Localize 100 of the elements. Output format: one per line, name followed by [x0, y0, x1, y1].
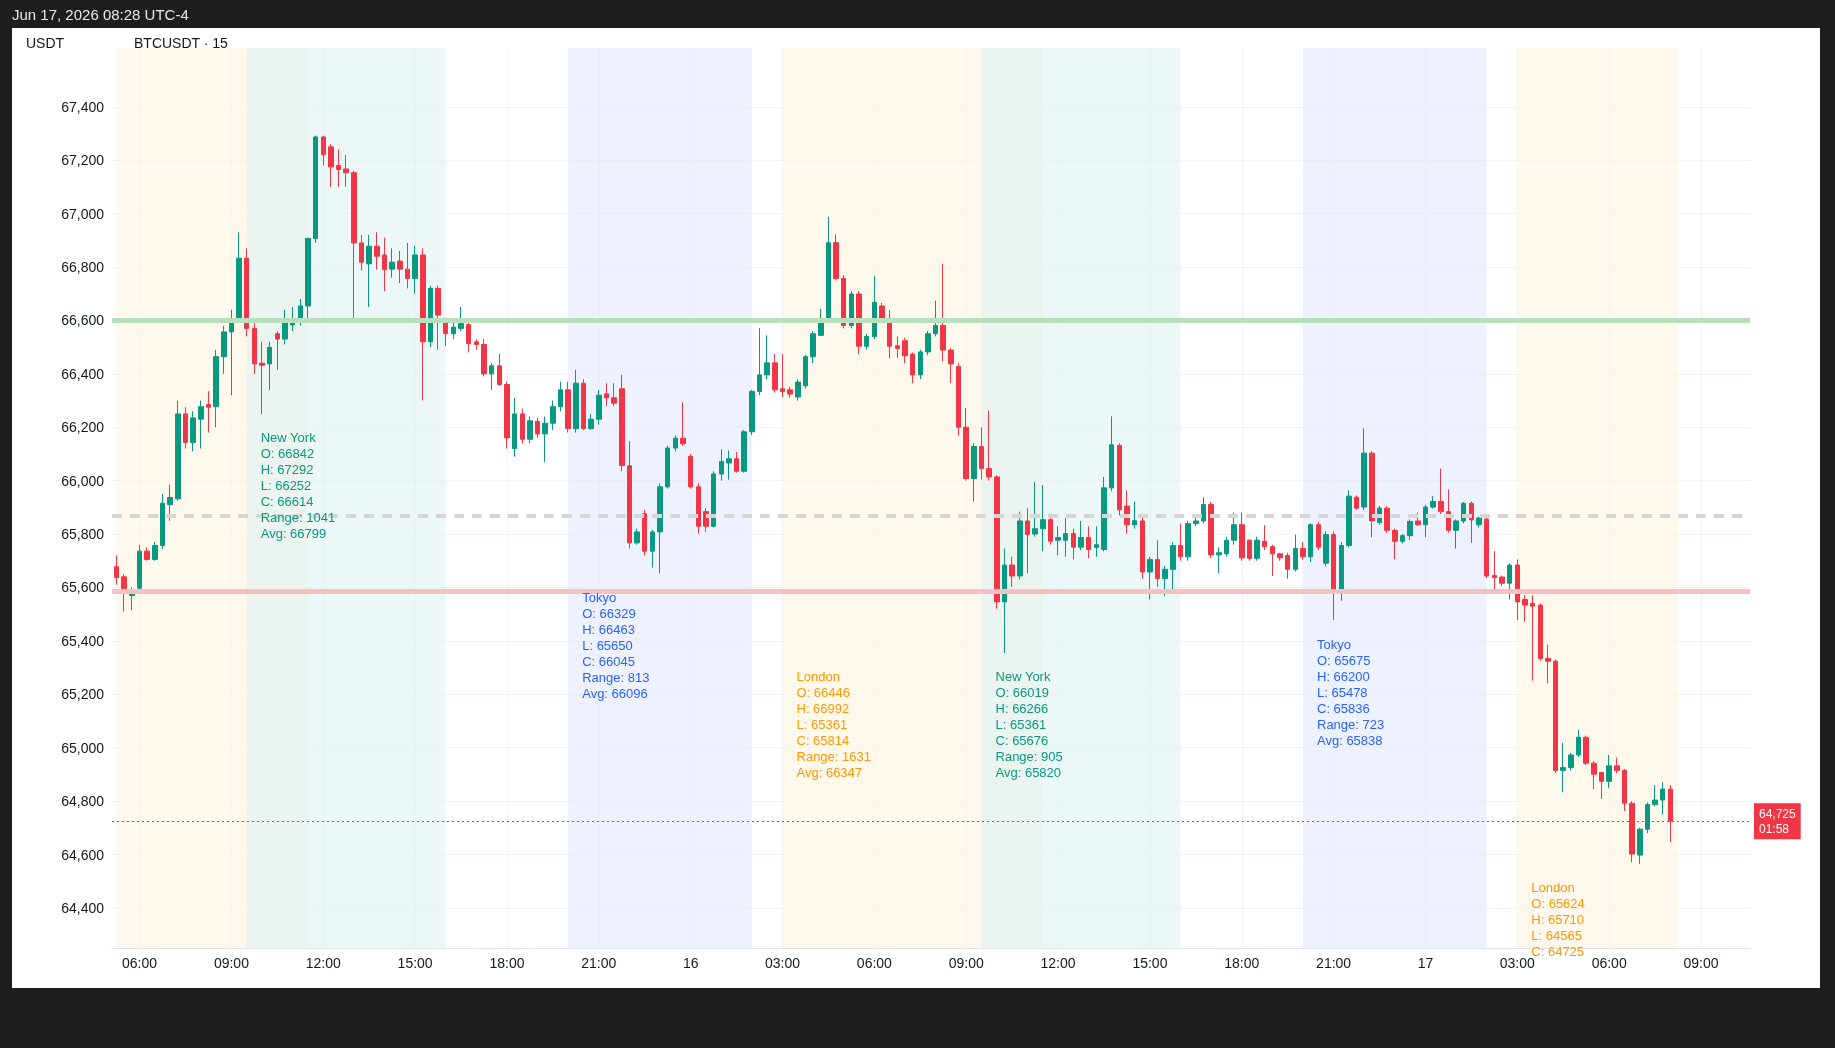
candlestick [213, 349, 219, 428]
candlestick [719, 448, 724, 482]
candlestick [1660, 781, 1665, 815]
candlestick [420, 247, 426, 402]
candlestick [856, 290, 862, 355]
candlestick [1369, 450, 1375, 538]
candlestick [282, 309, 288, 345]
candlestick [1507, 562, 1512, 600]
candlestick [405, 242, 410, 289]
candlestick [474, 338, 479, 351]
candlestick [1208, 501, 1214, 559]
x-tick-label: 03:00 [1499, 955, 1536, 971]
x-tick-label: 15:00 [1132, 955, 1168, 971]
candlestick [634, 528, 640, 546]
candlestick [1392, 528, 1398, 560]
candlestick [1568, 752, 1574, 771]
candlestick [1216, 546, 1222, 574]
y-tick-label: 66,400 [61, 365, 105, 382]
candlestick [1094, 525, 1099, 558]
candlestick [588, 413, 594, 431]
candlestick [780, 353, 785, 398]
candlestick [1430, 495, 1436, 510]
x-tick-label: 09:00 [948, 955, 984, 971]
candlestick [497, 353, 502, 387]
candlestick [167, 484, 173, 522]
candlestick [956, 362, 961, 437]
y-tick-label: 66,800 [61, 258, 105, 275]
candlestick [887, 309, 892, 359]
candlestick [1453, 518, 1459, 549]
candlestick [1308, 522, 1313, 563]
candlestick [198, 400, 204, 450]
x-tick-label: 15:00 [397, 955, 433, 971]
candlestick [1339, 541, 1344, 602]
candlestick [902, 337, 908, 364]
candlestick [489, 362, 494, 391]
y-tick-label: 67,000 [61, 205, 105, 222]
candlestick [1185, 520, 1191, 562]
candlestick [986, 410, 992, 482]
candlestick [1300, 541, 1306, 560]
candlestick [366, 234, 372, 308]
candlestick [726, 449, 732, 481]
y-tick-label: 64,400 [61, 899, 105, 916]
x-tick-label: 21:00 [1316, 955, 1352, 971]
candlestick [711, 470, 716, 528]
candlestick [206, 390, 211, 434]
candlestick [1538, 602, 1543, 662]
candlestick [1346, 490, 1352, 548]
candlestick [535, 417, 540, 439]
x-tick-label: 18:00 [1224, 955, 1260, 971]
candlestick [229, 309, 234, 396]
candlestick [1017, 511, 1023, 580]
candlestick [328, 143, 334, 188]
candlestick [412, 245, 418, 295]
candlestick [1530, 594, 1535, 682]
candlestick [1132, 500, 1137, 530]
candlestick [1170, 541, 1176, 591]
y-tick-label: 66,000 [61, 472, 105, 489]
x-tick-label: 16 [682, 955, 699, 971]
candlestick [428, 285, 433, 348]
candlestick [1438, 468, 1444, 515]
candlestick [1400, 533, 1405, 544]
candlestick [1323, 530, 1329, 567]
candlestick [481, 338, 487, 377]
candlestick [114, 554, 119, 586]
candlestick [1285, 552, 1290, 580]
y-tick-label: 65,800 [61, 526, 105, 543]
x-tick-label: 12:00 [305, 955, 341, 971]
candlestick [504, 381, 510, 450]
candlestick [1147, 556, 1153, 600]
y-tick-label: 65,400 [61, 632, 105, 649]
candlestick [833, 233, 839, 281]
candlestick [772, 353, 778, 394]
candlestick [864, 333, 869, 351]
candlestick [190, 410, 196, 452]
candlestick [1140, 517, 1145, 580]
candlestick [1055, 525, 1061, 556]
candlestick [1522, 594, 1528, 623]
candlestick [918, 349, 923, 380]
candlestick [1293, 534, 1298, 572]
candlestick [611, 382, 617, 407]
candlestick [512, 397, 517, 458]
candlestick [1622, 768, 1627, 812]
candlestick [971, 442, 977, 502]
candlestick [650, 529, 655, 569]
candlestick [741, 429, 747, 474]
candlestick [1078, 520, 1084, 551]
candlestick [1645, 801, 1650, 834]
x-tick-label: 18:00 [489, 955, 525, 971]
candlestick [550, 400, 556, 431]
y-tick-label: 66,600 [61, 312, 105, 329]
candlestick [933, 300, 938, 337]
candlestick [680, 401, 686, 447]
candlestick [1162, 565, 1168, 597]
candlestick [275, 330, 280, 371]
y-tick-label: 64,800 [61, 793, 105, 810]
x-tick-label: 03:00 [764, 955, 801, 971]
x-tick-label: 09:00 [213, 955, 250, 971]
candlestick [795, 378, 801, 402]
candlestick [558, 381, 563, 412]
band-label: London O: 66446 H: 66992 L: 65361 C: 65814 Range: 1631 Avg: 66347 [796, 669, 871, 781]
